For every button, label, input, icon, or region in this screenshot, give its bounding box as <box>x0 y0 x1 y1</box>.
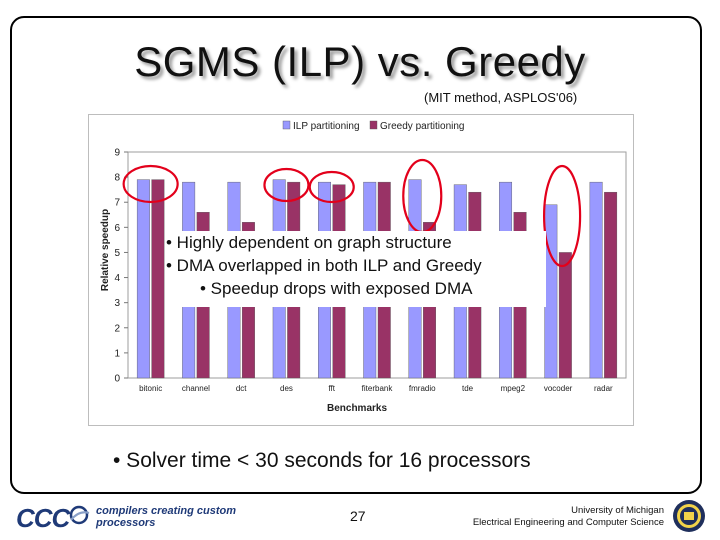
x-tick-label: fmradio <box>409 384 436 393</box>
footer-logo: CCC compilers creating custom processors <box>16 502 266 533</box>
bullet-1: • Highly dependent on graph structure <box>166 233 452 252</box>
university-seal-icon <box>673 500 705 532</box>
y-tick-label: 5 <box>114 248 120 259</box>
y-tick-label: 7 <box>114 198 120 209</box>
university-label: University of Michigan Electrical Engine… <box>473 505 664 529</box>
x-tick-label: bitonic <box>139 384 162 393</box>
bullet-overlay: • Highly dependent on graph structure • … <box>166 231 546 307</box>
slide-frame <box>10 16 702 494</box>
plot-area <box>127 151 627 379</box>
bullet-3: • Speedup drops with exposed DMA <box>200 279 473 298</box>
y-tick-label: 9 <box>114 148 120 159</box>
x-axis-label: Benchmarks <box>327 403 387 414</box>
legend-label: Greedy partitioning <box>380 121 465 132</box>
logo-tagline: compilers creating custom processors <box>96 505 236 529</box>
ccc-swoosh-icon <box>69 505 90 525</box>
legend-swatch <box>282 120 291 130</box>
highlight-circle-bitonic <box>122 164 179 204</box>
bar-greedy <box>558 252 572 379</box>
y-tick-label: 2 <box>114 323 120 334</box>
y-tick-label: 3 <box>114 298 120 309</box>
slide-title: SGMS (ILP) vs. Greedy <box>134 38 586 85</box>
highlight-circle-fft <box>308 170 355 204</box>
page-number: 27 <box>350 508 366 524</box>
highlight-circle-des <box>263 167 310 203</box>
x-tick-label: vocoder <box>544 384 573 393</box>
legend-swatch <box>369 120 378 130</box>
solver-note: • Solver time < 30 seconds for 16 proces… <box>113 449 531 472</box>
bullet-2: • DMA overlapped in both ILP and Greedy <box>166 256 482 275</box>
y-tick-label: 1 <box>114 348 120 359</box>
x-tick-label: tde <box>462 384 474 393</box>
x-tick-label: dct <box>236 384 247 393</box>
highlight-circle-vocoder <box>542 164 582 268</box>
bar-greedy <box>604 191 618 379</box>
slide-subtitle: (MIT method, ASPLOS'06) <box>424 90 578 105</box>
x-tick-label: radar <box>594 384 613 393</box>
x-tick-label: fiterbank <box>362 384 394 393</box>
bar-greedy <box>151 179 165 379</box>
university-line-2: Electrical Engineering and Computer Scie… <box>472 517 664 528</box>
x-tick-label: des <box>280 384 293 393</box>
y-axis-label: Relative speedup <box>100 209 111 291</box>
y-tick-label: 6 <box>114 223 120 234</box>
x-tick-label: channel <box>182 384 210 393</box>
x-tick-label: fft <box>328 384 335 393</box>
y-tick-label: 8 <box>114 173 120 184</box>
bar-ilp <box>136 179 150 379</box>
x-tick-label: mpeg2 <box>501 384 526 393</box>
bar-ilp <box>544 204 558 379</box>
university-line-1: University of Michigan <box>571 505 664 516</box>
legend-label: ILP partitioning <box>293 121 360 132</box>
y-tick-label: 4 <box>114 273 120 284</box>
logo-text: CCC <box>16 503 70 533</box>
y-tick-label: 0 <box>114 374 120 385</box>
bar-ilp <box>589 181 603 379</box>
